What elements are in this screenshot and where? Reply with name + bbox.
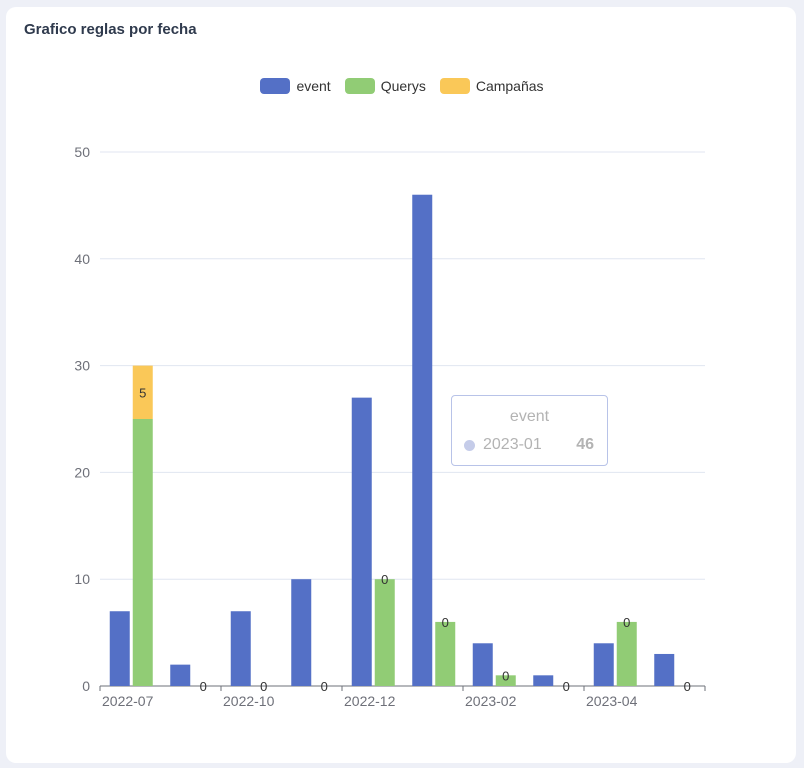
y-tick-label: 20: [74, 464, 90, 480]
tooltip-category: 2023-01: [483, 436, 542, 453]
legend-item-campanas[interactable]: Campañas: [439, 78, 544, 94]
bar-campanas: [132, 365, 153, 419]
tooltip-marker-icon: [464, 440, 475, 451]
data-label-querys: 0: [563, 679, 570, 694]
bar-event: [291, 579, 312, 686]
legend-label-event: event: [296, 78, 331, 94]
bar-event: [412, 194, 433, 686]
x-tick-label: 2022-07: [102, 693, 154, 709]
y-tick-label: 50: [74, 144, 90, 160]
bar-event: [230, 611, 251, 686]
data-label-querys: 0: [442, 615, 449, 630]
y-tick-label: 30: [74, 358, 90, 374]
legend-swatch-event: [260, 78, 291, 94]
bar-event: [533, 675, 554, 686]
data-label-querys: 0: [684, 679, 691, 694]
x-tick-label: 2022-12: [344, 693, 396, 709]
data-label-campanas: 5: [139, 385, 146, 400]
legend-swatch-querys: [344, 78, 375, 94]
data-label-querys: 0: [260, 679, 267, 694]
x-tick-label: 2022-10: [223, 693, 275, 709]
y-tick-label: 0: [82, 678, 90, 694]
bar-querys: [132, 419, 153, 686]
bar-event: [351, 397, 372, 686]
bar-event: [170, 664, 191, 686]
data-label-querys: 0: [200, 679, 207, 694]
bar-querys: [374, 579, 395, 686]
data-label-querys: 0: [321, 679, 328, 694]
chart-tooltip: event 2023-01 46: [451, 395, 608, 466]
y-tick-label: 40: [74, 251, 90, 267]
data-label-querys: 0: [502, 668, 509, 683]
tooltip-series: event: [509, 408, 550, 425]
bar-event: [654, 653, 675, 686]
data-label-querys: 0: [623, 615, 630, 630]
x-tick-label: 2023-02: [465, 693, 517, 709]
bar-querys: [616, 621, 637, 686]
legend-label-campanas: Campañas: [475, 78, 544, 94]
card-title: Grafico reglas por fecha: [24, 21, 197, 38]
bar-querys: [435, 621, 456, 686]
legend-item-event[interactable]: event: [260, 78, 331, 94]
data-label-querys: 0: [381, 572, 388, 587]
legend-swatch-campanas: [439, 78, 470, 94]
bar-querys: [495, 675, 516, 686]
bar-event: [472, 643, 493, 686]
x-tick-label: 2023-04: [586, 693, 638, 709]
y-tick-label: 10: [74, 571, 90, 587]
bar-event: [593, 643, 614, 686]
chart-legend: event Querys Campañas: [0, 78, 804, 94]
legend-label-querys: Querys: [380, 78, 426, 94]
bar-event: [109, 611, 130, 686]
tooltip-value: 46: [576, 436, 594, 453]
legend-item-querys[interactable]: Querys: [344, 78, 426, 94]
